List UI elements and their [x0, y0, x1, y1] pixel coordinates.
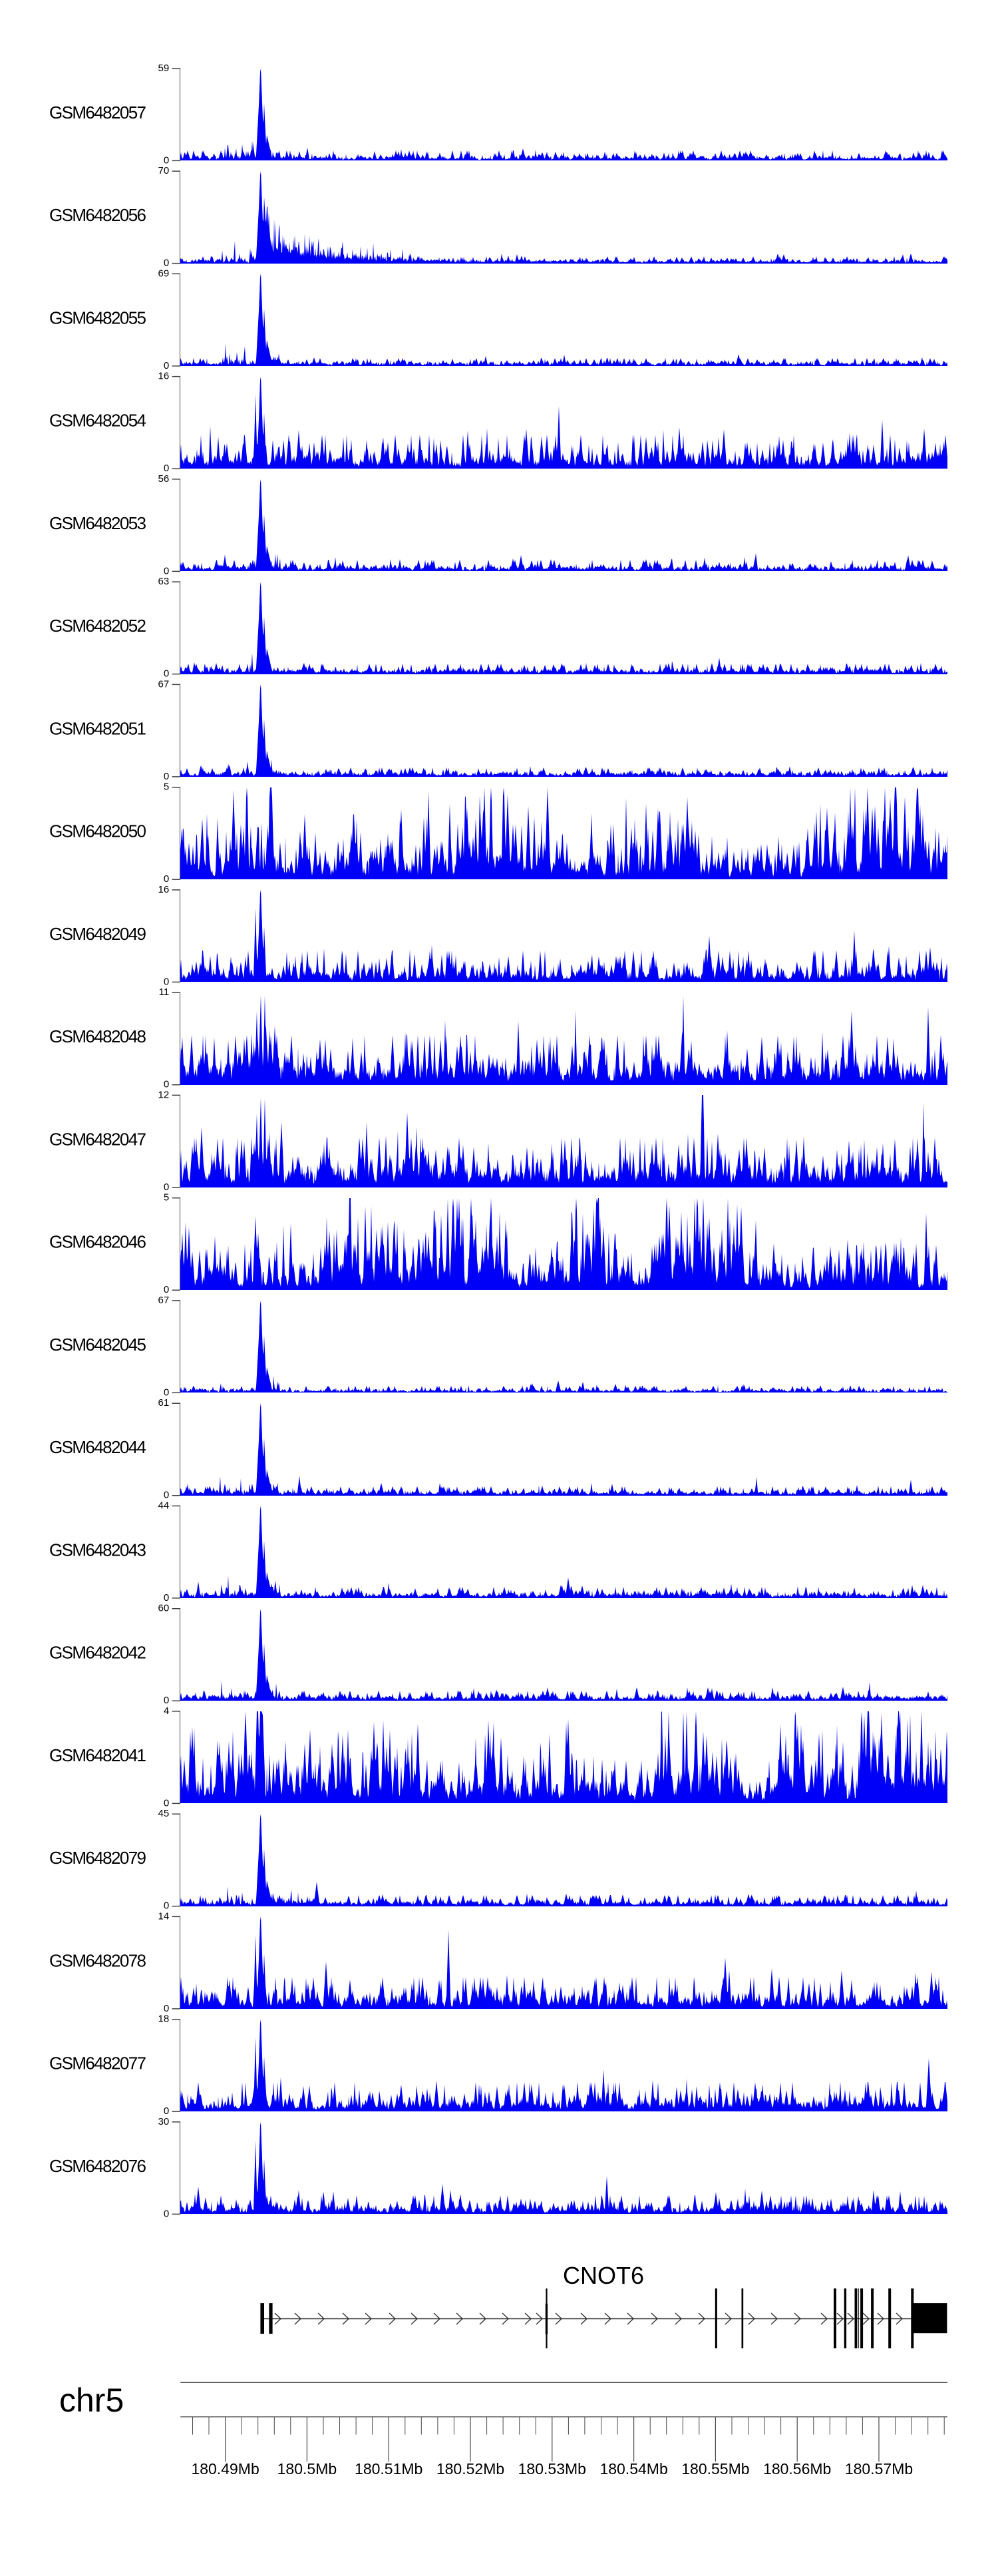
svg-text:0: 0: [164, 1592, 169, 1604]
svg-text:0: 0: [164, 976, 169, 987]
svg-text:GSM6482050: GSM6482050: [49, 821, 146, 841]
svg-text:GSM6482055: GSM6482055: [49, 308, 146, 327]
svg-text:GSM6482044: GSM6482044: [49, 1437, 146, 1457]
svg-text:0: 0: [164, 1181, 169, 1193]
svg-text:61: 61: [158, 1397, 170, 1408]
svg-text:GSM6482052: GSM6482052: [49, 616, 146, 636]
svg-text:4: 4: [164, 1705, 169, 1717]
svg-text:30: 30: [158, 2116, 170, 2127]
svg-text:0: 0: [164, 154, 169, 166]
svg-text:70: 70: [158, 165, 170, 176]
svg-text:18: 18: [158, 2014, 170, 2025]
svg-text:180.56Mb: 180.56Mb: [763, 2460, 831, 2477]
svg-text:GSM6482046: GSM6482046: [49, 1232, 146, 1252]
svg-text:CNOT6: CNOT6: [563, 2262, 644, 2289]
svg-text:5: 5: [164, 1192, 169, 1203]
svg-text:180.54Mb: 180.54Mb: [599, 2460, 667, 2477]
svg-text:67: 67: [158, 1295, 170, 1306]
svg-text:0: 0: [164, 2003, 169, 2014]
svg-text:180.52Mb: 180.52Mb: [436, 2460, 504, 2477]
svg-text:0: 0: [164, 2105, 169, 2117]
svg-text:GSM6482079: GSM6482079: [49, 1848, 146, 1868]
svg-text:44: 44: [158, 1500, 170, 1511]
svg-text:12: 12: [158, 1089, 170, 1100]
svg-text:0: 0: [164, 258, 169, 269]
svg-text:GSM6482047: GSM6482047: [49, 1129, 146, 1149]
svg-text:GSM6482042: GSM6482042: [49, 1643, 146, 1663]
svg-text:GSM6482077: GSM6482077: [49, 2053, 146, 2073]
svg-text:0: 0: [164, 2208, 169, 2219]
svg-text:180.49Mb: 180.49Mb: [191, 2460, 259, 2477]
svg-text:GSM6482078: GSM6482078: [49, 1950, 146, 1970]
svg-text:16: 16: [158, 371, 170, 382]
svg-text:180.5Mb: 180.5Mb: [277, 2460, 337, 2477]
svg-text:60: 60: [158, 1603, 170, 1614]
svg-text:GSM6482045: GSM6482045: [49, 1335, 146, 1355]
svg-text:GSM6482054: GSM6482054: [49, 411, 146, 431]
svg-text:GSM6482049: GSM6482049: [49, 924, 146, 944]
svg-text:0: 0: [164, 1695, 169, 1706]
svg-text:63: 63: [158, 576, 170, 587]
svg-text:0: 0: [164, 1284, 169, 1295]
svg-text:69: 69: [158, 268, 170, 279]
svg-text:0: 0: [164, 1900, 169, 1912]
svg-text:11: 11: [159, 986, 170, 998]
svg-text:GSM6482041: GSM6482041: [49, 1745, 146, 1765]
svg-text:0: 0: [164, 873, 169, 885]
svg-text:chr5: chr5: [59, 2382, 124, 2419]
svg-text:GSM6482056: GSM6482056: [49, 205, 146, 225]
svg-text:0: 0: [164, 1490, 169, 1501]
svg-text:0: 0: [164, 1797, 169, 1809]
svg-text:180.55Mb: 180.55Mb: [681, 2460, 749, 2477]
svg-text:67: 67: [158, 678, 170, 690]
svg-text:0: 0: [164, 1387, 169, 1398]
svg-text:5: 5: [164, 781, 169, 793]
svg-text:GSM6482057: GSM6482057: [49, 103, 146, 122]
svg-text:14: 14: [158, 1910, 170, 1922]
svg-text:180.57Mb: 180.57Mb: [845, 2460, 913, 2477]
svg-text:56: 56: [158, 473, 170, 485]
svg-text:GSM6482048: GSM6482048: [49, 1026, 146, 1046]
svg-text:0: 0: [164, 771, 169, 782]
svg-text:180.53Mb: 180.53Mb: [518, 2460, 586, 2477]
svg-text:45: 45: [158, 1808, 170, 1819]
svg-text:0: 0: [164, 360, 169, 371]
svg-text:16: 16: [158, 884, 170, 895]
svg-text:0: 0: [164, 463, 169, 474]
svg-text:0: 0: [164, 1079, 169, 1090]
svg-text:GSM6482076: GSM6482076: [49, 2156, 146, 2176]
svg-text:GSM6482051: GSM6482051: [49, 718, 146, 738]
svg-text:59: 59: [158, 63, 170, 74]
svg-text:0: 0: [164, 565, 169, 576]
svg-text:180.51Mb: 180.51Mb: [355, 2460, 422, 2477]
svg-text:GSM6482053: GSM6482053: [49, 513, 146, 533]
svg-text:GSM6482043: GSM6482043: [49, 1540, 146, 1560]
svg-text:0: 0: [164, 668, 169, 680]
